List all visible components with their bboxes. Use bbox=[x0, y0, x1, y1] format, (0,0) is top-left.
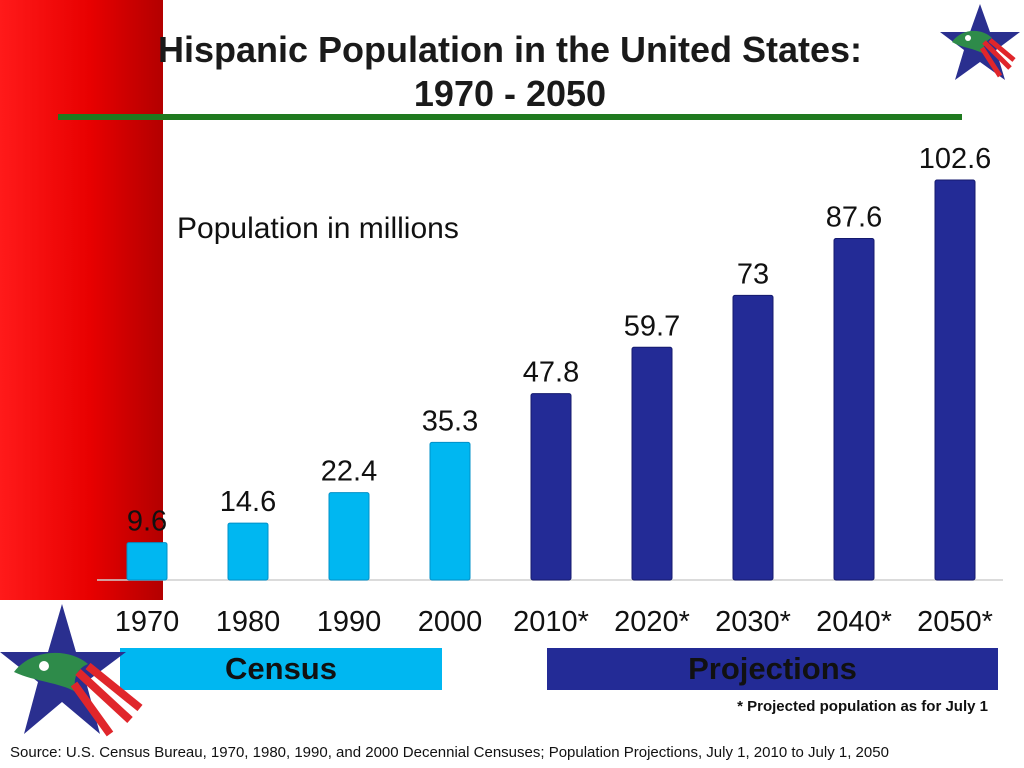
title-underline bbox=[58, 114, 962, 120]
star-eagle-logo-icon bbox=[940, 4, 1020, 80]
title-line-1: Hispanic Population in the United States… bbox=[157, 29, 863, 70]
value-label-2020: 59.7 bbox=[624, 310, 680, 342]
value-label-1970: 9.6 bbox=[127, 506, 167, 538]
bar-1980 bbox=[227, 522, 269, 581]
tick-label-1990: 1990 bbox=[317, 606, 382, 638]
tick-label-1980: 1980 bbox=[216, 606, 281, 638]
legend-census-label: Census bbox=[225, 651, 337, 686]
value-label-2030: 73 bbox=[737, 258, 769, 290]
projection-footnote: * Projected population as for July 1 bbox=[737, 698, 988, 715]
red-side-band bbox=[0, 0, 163, 600]
tick-label-2040: 2040* bbox=[816, 606, 892, 638]
source-note: Source: U.S. Census Bureau, 1970, 1980, … bbox=[10, 744, 889, 761]
value-labels-group: 9.6 14.6 22.4 35.3 47.8 59.7 73 87.6 102.6 bbox=[127, 143, 991, 538]
value-label-1990: 22.4 bbox=[321, 456, 377, 488]
bar-2010 bbox=[530, 393, 572, 581]
legend-census: Census bbox=[120, 648, 442, 690]
title-line-2: 1970 - 2050 bbox=[413, 73, 607, 114]
tick-label-2010: 2010* bbox=[513, 606, 589, 638]
star-eagle-logo-icon bbox=[0, 604, 143, 737]
tick-label-2000: 2000 bbox=[418, 606, 483, 638]
bars-group bbox=[126, 179, 976, 581]
chart-title: Hispanic Population in the United States… bbox=[60, 28, 960, 116]
bar-1990 bbox=[328, 492, 370, 581]
bar-2030 bbox=[732, 294, 774, 581]
bar-2040 bbox=[833, 237, 875, 581]
tick-label-2020: 2020* bbox=[614, 606, 690, 638]
tick-label-2050: 2050* bbox=[917, 606, 993, 638]
bar-1970 bbox=[126, 542, 168, 581]
bar-2000 bbox=[429, 441, 471, 581]
bar-2020 bbox=[631, 346, 673, 581]
legend-projections-label: Projections bbox=[688, 651, 857, 686]
value-label-2010: 47.8 bbox=[523, 357, 579, 389]
value-label-2040: 87.6 bbox=[826, 201, 882, 233]
value-label-2000: 35.3 bbox=[422, 405, 478, 437]
bar-2050 bbox=[934, 179, 976, 581]
unit-note: Population in millions bbox=[177, 212, 459, 245]
tick-labels-group: 1970 1980 1990 2000 2010* 2020* 2030* 2040* 2050… bbox=[115, 606, 993, 638]
tick-label-1970: 1970 bbox=[115, 606, 180, 638]
value-label-1980: 14.6 bbox=[220, 486, 276, 518]
value-label-2050: 102.6 bbox=[919, 143, 992, 175]
tick-label-2030: 2030* bbox=[715, 606, 791, 638]
legend-projections: Projections bbox=[547, 648, 998, 690]
